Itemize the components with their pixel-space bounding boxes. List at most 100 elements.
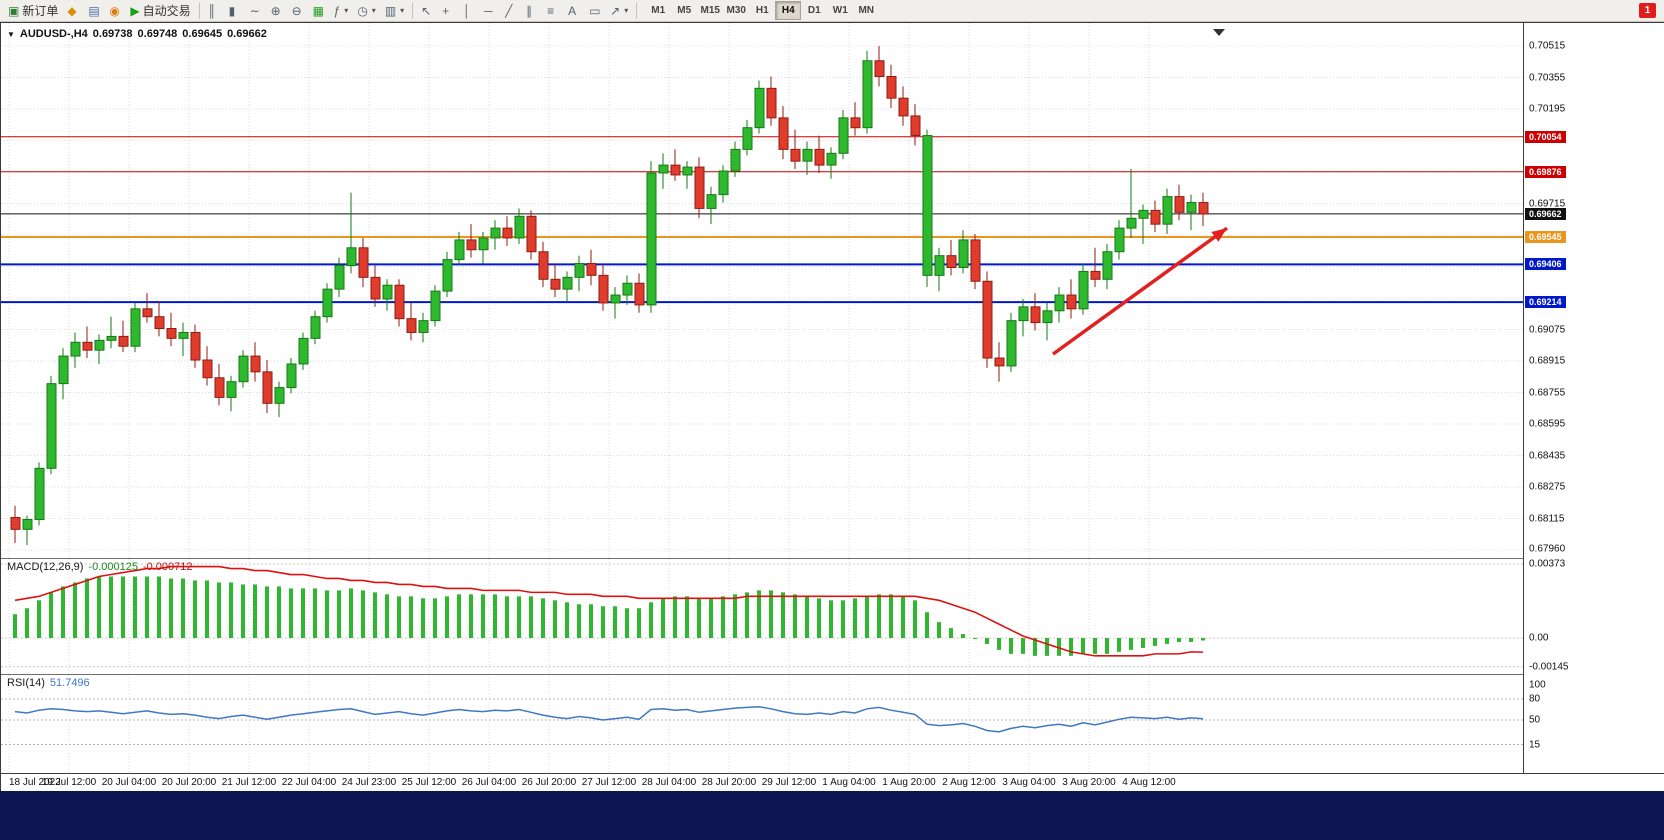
horizontal-line-icon: ─ bbox=[484, 3, 493, 18]
rsi-label: RSI(14) 51.7496 bbox=[7, 677, 90, 689]
zoom-out-button[interactable]: ⊖ bbox=[288, 1, 308, 20]
price-line-label: 0.69406 bbox=[1525, 258, 1566, 271]
macd-title: MACD(12,26,9) bbox=[7, 561, 84, 573]
equidistant-channel-icon: ∥ bbox=[526, 3, 533, 18]
autotrading-label: 自动交易 bbox=[142, 4, 191, 18]
text-button[interactable]: A bbox=[564, 1, 584, 20]
time-axis-label: 4 Aug 12:00 bbox=[1122, 777, 1176, 788]
indicators-button[interactable]: ƒ ▾ bbox=[330, 1, 353, 20]
zoom-in-icon: ⊕ bbox=[270, 3, 281, 18]
arrows-button[interactable]: ↗ ▾ bbox=[606, 1, 632, 20]
toolbar: ▣ 新订单 ◆ ▤ ◉ ▶ 自动交易 ║ ▮ ∼ ⊕ ⊖ ▦ ƒ ▾ ◷ ▾ ▥ ▾ ↖ + │ ─ ╱ ∥ ≡ A ▭ ↗ ▾ M1 M5 M… bbox=[0, 0, 1664, 22]
autotrading-button[interactable]: ▶ 自动交易 bbox=[126, 1, 194, 20]
timeframe-MN[interactable]: MN bbox=[853, 1, 879, 20]
time-axis-label: 1 Aug 20:00 bbox=[882, 777, 936, 788]
timeframe-W1[interactable]: W1 bbox=[827, 1, 853, 20]
bar-chart-button[interactable]: ║ bbox=[204, 1, 224, 20]
macd-indicator-pane[interactable] bbox=[1, 559, 1523, 674]
price-scale[interactable]: 0.70515 0.70355 0.70195 0.69715 0.69075 0.689… bbox=[1523, 23, 1664, 773]
timeframe-M30[interactable]: M30 bbox=[723, 1, 749, 20]
rsi-tick-label: 15 bbox=[1529, 739, 1541, 750]
trendline-icon: ╱ bbox=[505, 3, 513, 18]
time-axis-label: 29 Jul 12:00 bbox=[761, 777, 817, 788]
time-axis-label: 19 Jul 12:00 bbox=[41, 777, 97, 788]
text-label-button[interactable]: ▭ bbox=[585, 1, 605, 20]
market-watch-button[interactable]: ◆ bbox=[63, 1, 83, 20]
time-axis-label: 24 Jul 23:00 bbox=[341, 777, 397, 788]
macd-tick-label: -0.00145 bbox=[1529, 661, 1569, 673]
timeframe-H4[interactable]: H4 bbox=[775, 1, 802, 20]
time-axis-label: 20 Jul 04:00 bbox=[101, 777, 157, 788]
candlestick-chart-button[interactable]: ▮ bbox=[225, 1, 245, 20]
ohlc-high: 0.69748 bbox=[137, 28, 178, 40]
timeframe-M15[interactable]: M15 bbox=[697, 1, 723, 20]
price-tick-label: 0.68915 bbox=[1529, 355, 1566, 367]
rsi-tick-label: 100 bbox=[1529, 679, 1546, 691]
autotrading-icon: ▶ bbox=[130, 3, 140, 18]
macd-value-main: -0.000125 bbox=[88, 561, 138, 573]
periods-icon: ◷ bbox=[357, 3, 368, 18]
time-axis-label: 20 Jul 20:00 bbox=[161, 777, 217, 788]
timeframe-M1[interactable]: M1 bbox=[645, 1, 671, 20]
horizontal-line-button[interactable]: ─ bbox=[480, 1, 500, 20]
price-tick-label: 0.68595 bbox=[1529, 418, 1566, 430]
pane-divider[interactable] bbox=[1, 674, 1664, 675]
time-axis-label: 3 Aug 04:00 bbox=[1002, 777, 1056, 788]
equidistant-channel-button[interactable]: ∥ bbox=[522, 1, 542, 20]
new-order-icon: ▣ bbox=[8, 3, 20, 18]
caret-down-icon: ▾ bbox=[344, 6, 349, 15]
metaquotes-community-icon: ◉ bbox=[109, 3, 120, 18]
timeframe-M5[interactable]: M5 bbox=[671, 1, 697, 20]
new-order-label: 新订单 bbox=[22, 4, 59, 18]
vertical-line-button[interactable]: │ bbox=[459, 1, 479, 20]
caret-down-icon: ▾ bbox=[371, 6, 376, 15]
toolbar-separator bbox=[412, 2, 414, 19]
macd-tick-label: 0.00373 bbox=[1529, 558, 1566, 570]
market-watch-icon: ◆ bbox=[67, 3, 77, 18]
price-line-label: 0.69662 bbox=[1525, 207, 1566, 220]
candlestick-chart-icon: ▮ bbox=[228, 3, 236, 18]
time-axis[interactable]: 18 Jul 2022 19 Jul 12:00 20 Jul 04:00 20 Ju… bbox=[1, 773, 1664, 791]
ohlc-open: 0.69738 bbox=[92, 28, 133, 40]
metaquotes-community-button[interactable]: ◉ bbox=[105, 1, 125, 20]
crosshair-button[interactable]: + bbox=[438, 1, 458, 20]
ohlc-collapse-button[interactable]: ▼ bbox=[7, 30, 15, 39]
trendline-button[interactable]: ╱ bbox=[501, 1, 521, 20]
time-axis-label: 28 Jul 20:00 bbox=[701, 777, 757, 788]
fibonacci-button[interactable]: ≡ bbox=[543, 1, 563, 20]
rsi-tick-label: 80 bbox=[1529, 693, 1541, 705]
templates-button[interactable]: ▥ ▾ bbox=[381, 1, 408, 20]
toolbar-separator bbox=[636, 2, 638, 19]
indicators-icon: ƒ bbox=[333, 3, 341, 18]
ohlc-low: 0.69645 bbox=[182, 28, 223, 40]
price-tick-label: 0.68755 bbox=[1529, 387, 1566, 398]
macd-value-signal: -0.000712 bbox=[142, 561, 193, 573]
rsi-indicator-pane[interactable] bbox=[1, 675, 1523, 772]
time-axis-label: 18 Jul 2022 bbox=[9, 777, 61, 788]
price-line-label: 0.69545 bbox=[1525, 230, 1566, 243]
time-axis-label: 27 Jul 12:00 bbox=[581, 777, 637, 788]
time-axis-label: 22 Jul 04:00 bbox=[281, 777, 337, 788]
crosshair-icon: + bbox=[442, 3, 450, 18]
zoom-in-button[interactable]: ⊕ bbox=[267, 1, 287, 20]
chart-symbol: AUDUSD-,H4 bbox=[19, 28, 88, 40]
tile-windows-button[interactable]: ▦ bbox=[309, 1, 329, 20]
text-label-icon: ▭ bbox=[589, 3, 601, 18]
price-tick-label: 0.70355 bbox=[1529, 72, 1566, 83]
periods-button[interactable]: ◷ ▾ bbox=[353, 1, 380, 20]
chart-window-button[interactable]: ▤ bbox=[84, 1, 104, 20]
text-icon: A bbox=[568, 3, 577, 18]
timeframe-H1[interactable]: H1 bbox=[749, 1, 775, 20]
timeframe-D1[interactable]: D1 bbox=[801, 1, 827, 20]
notification-badge[interactable]: 1 bbox=[1639, 3, 1656, 18]
pane-divider[interactable] bbox=[1, 558, 1664, 559]
arrows-icon: ↗ bbox=[610, 3, 621, 18]
chart-window-icon: ▤ bbox=[88, 3, 100, 18]
cursor-button[interactable]: ↖ bbox=[417, 1, 437, 20]
new-order-button[interactable]: ▣ 新订单 bbox=[4, 1, 62, 20]
bar-chart-icon: ║ bbox=[207, 3, 217, 18]
main-price-chart[interactable] bbox=[1, 23, 1523, 558]
time-axis-label: 3 Aug 20:00 bbox=[1062, 777, 1116, 788]
line-chart-button[interactable]: ∼ bbox=[246, 1, 266, 20]
